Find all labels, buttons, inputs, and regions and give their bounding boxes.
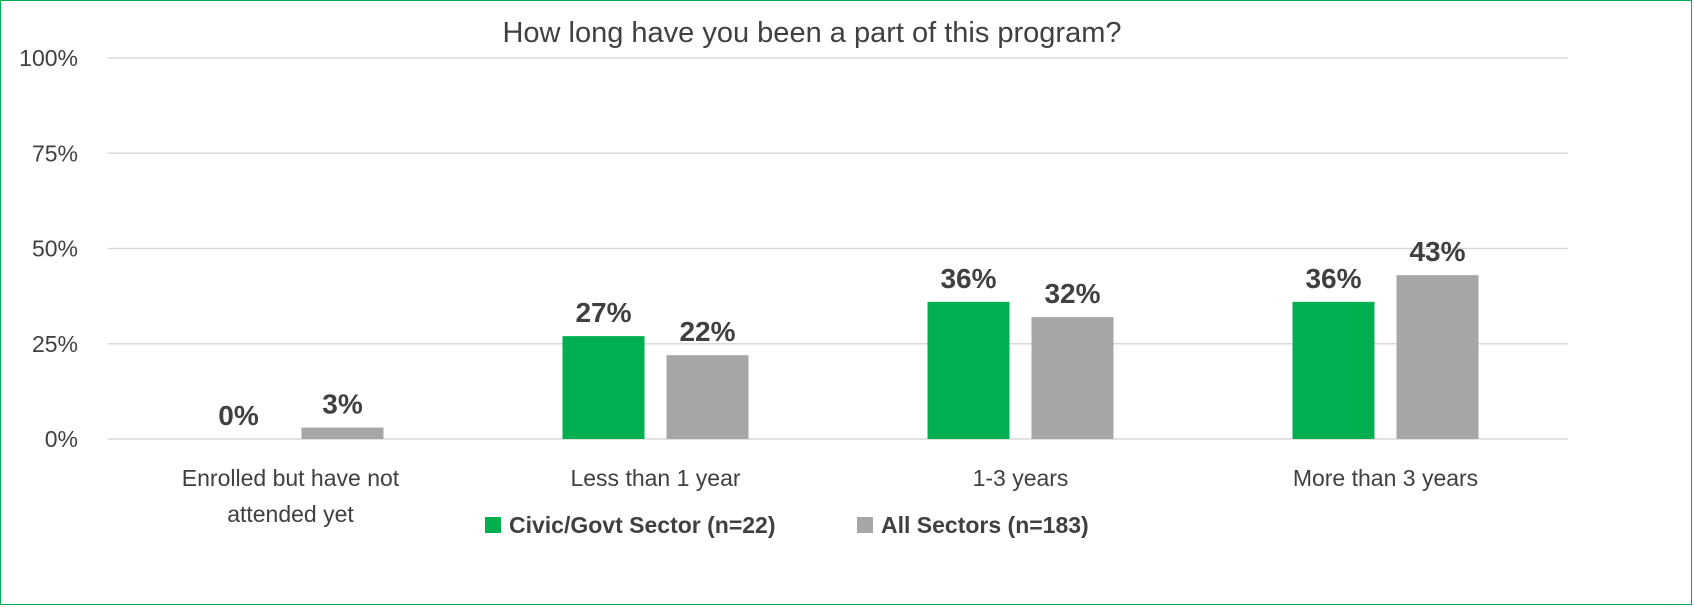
y-tick-label: 50% [32,236,78,262]
bars [301,275,1479,439]
legend-swatch [857,517,873,533]
bar-all-sectors [1031,317,1114,439]
y-tick-label: 100% [19,45,78,71]
legend-label: Civic/Govt Sector (n=22) [509,512,776,538]
legend: Civic/Govt Sector (n=22) All Sectors (n=1… [485,512,1089,538]
bar-all-sectors [666,355,749,439]
data-label: 27% [575,297,631,328]
bar-all-sectors [301,427,384,439]
bar-all-sectors [1396,275,1479,439]
category-label: Less than 1 year [570,465,740,491]
data-label: 3% [322,389,363,420]
bar-civic-govt [562,336,645,439]
data-label: 43% [1409,236,1465,267]
category-label: Enrolled but have not attended yet [182,465,400,527]
y-tick-label: 0% [45,426,78,452]
data-label: 32% [1044,278,1100,309]
legend-item-all-sectors: All Sectors (n=183) [857,512,1089,538]
bar-civic-govt [1292,301,1375,439]
legend-label: All Sectors (n=183) [881,512,1089,538]
data-label: 0% [218,400,259,431]
bar-civic-govt [927,301,1010,439]
legend-item-civic-govt: Civic/Govt Sector (n=22) [485,512,776,538]
data-label: 36% [940,263,996,294]
legend-swatch [485,517,501,533]
chart-title: How long have you been a part of this pr… [502,17,1121,49]
data-labels: 0% 3% 27% 22% 36% 32% 36% 43% [218,236,1465,431]
data-label: 22% [679,316,735,347]
y-axis-tick-labels: 0% 25% 50% 75% 100% [19,45,78,452]
data-label: 36% [1305,263,1361,294]
y-tick-label: 75% [32,140,78,166]
y-tick-label: 25% [32,331,78,357]
x-axis-category-labels: Enrolled but have not attended yet Less th… [182,465,1478,527]
category-label: More than 3 years [1293,465,1478,491]
category-label: 1-3 years [973,465,1069,491]
